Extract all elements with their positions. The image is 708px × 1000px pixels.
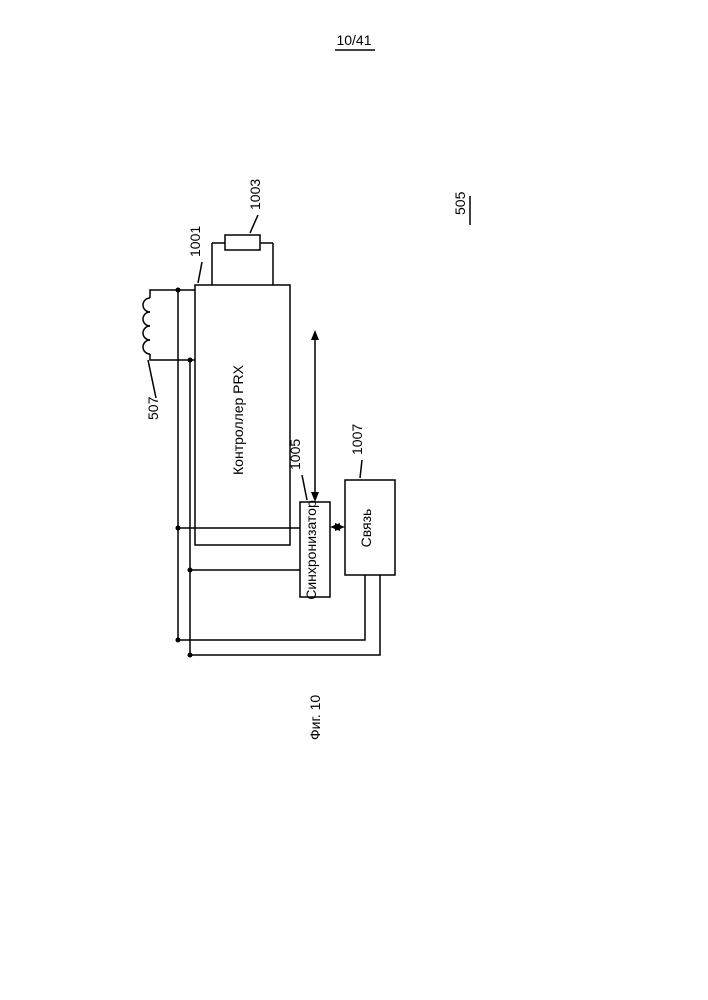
ref-505: 505 [452, 191, 470, 225]
node [176, 288, 181, 293]
figure-label: Фиг. 10 [307, 695, 323, 740]
load-1003 [212, 235, 273, 285]
page-header: 10/41 [336, 32, 371, 48]
ref-1001: 1001 [187, 226, 203, 283]
node [188, 358, 193, 363]
controller-label: Контроллер PRX [230, 364, 246, 475]
ref-1007: 1007 [349, 424, 365, 478]
svg-text:1005: 1005 [287, 439, 303, 470]
sync-label: Синхронизатор [303, 500, 319, 600]
svg-text:507: 507 [145, 396, 161, 420]
ref-507: 507 [145, 360, 161, 420]
comm-label: Связь [358, 509, 374, 548]
svg-text:1001: 1001 [187, 226, 203, 257]
inductor-507 [143, 290, 170, 360]
svg-text:1007: 1007 [349, 424, 365, 455]
wire-comm-a [178, 575, 365, 640]
svg-text:1003: 1003 [247, 179, 263, 210]
arrow-sync-comm [330, 523, 345, 531]
ref-1003: 1003 [247, 179, 263, 233]
wire-comm-b [190, 575, 380, 655]
svg-text:505: 505 [452, 191, 468, 215]
arrow-ctrl-sync [311, 330, 319, 502]
